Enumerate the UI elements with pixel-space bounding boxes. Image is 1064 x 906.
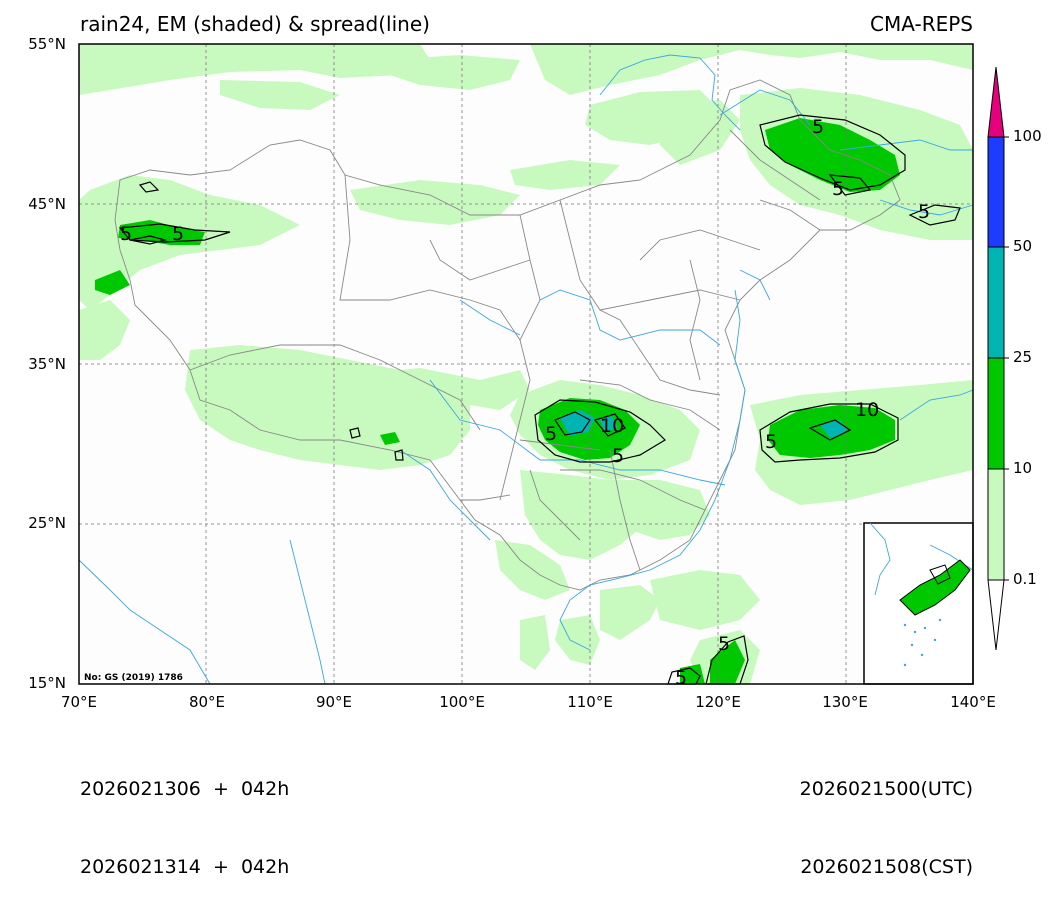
colorbar-segment-25-50 xyxy=(987,246,1005,359)
contour-label: 5 xyxy=(718,633,730,655)
contour-label: 5 xyxy=(765,431,777,453)
model-name: CMA-REPS xyxy=(870,12,973,36)
rivers-and-coastlines xyxy=(78,54,974,685)
colorbar-label-100: 100 xyxy=(1013,127,1042,145)
valid-time-block: 2026021500(UTC) 2026021508(CST) xyxy=(800,724,973,906)
colorbar-segment-0p1-10 xyxy=(987,468,1005,581)
lat-label-35: 35°N xyxy=(28,355,66,373)
lon-label-110: 110°E xyxy=(567,693,613,711)
province-borders xyxy=(114,79,901,591)
lon-label-130: 130°E xyxy=(822,693,868,711)
contour-label: 5 xyxy=(612,445,624,467)
south-china-sea-inset xyxy=(863,522,974,685)
lon-label-100: 100°E xyxy=(439,693,485,711)
init-time-cst: 2026021314 + 042h xyxy=(80,856,290,878)
map-title: rain24, EM (shaded) & spread(line) xyxy=(80,12,430,36)
colorbar-segment-50-100 xyxy=(987,136,1005,248)
valid-time-utc: 2026021500(UTC) xyxy=(799,778,973,800)
lat-label-55: 55°N xyxy=(28,35,66,53)
lat-label-25: 25°N xyxy=(28,514,66,532)
init-time-block: 2026021306 + 042h 2026021314 + 042h xyxy=(80,724,289,906)
colorbar-label-10: 10 xyxy=(1013,459,1033,477)
map-figure: 5 5 5 10 5 5 5 10 5 5 5 5 5 No: GS (2019… xyxy=(78,43,1009,689)
contour-label: 5 xyxy=(918,201,930,223)
lon-label-140: 140°E xyxy=(950,693,996,711)
lon-label-90: 90°E xyxy=(315,693,353,711)
contour-label: 5 xyxy=(675,667,687,689)
init-time-utc: 2026021306 + 042h xyxy=(80,778,290,800)
lon-label-120: 120°E xyxy=(695,693,741,711)
contour-label: 5 xyxy=(832,178,844,200)
colorbar-label-25: 25 xyxy=(1013,348,1033,366)
colorbar-label-50: 50 xyxy=(1013,237,1033,255)
contour-label: 5 xyxy=(812,116,824,138)
lon-label-80: 80°E xyxy=(188,693,226,711)
colorbar-label-0p1: 0.1 xyxy=(1013,570,1037,588)
colorbar-segment-10-25 xyxy=(987,357,1005,470)
contour-label: 10 xyxy=(600,415,624,437)
contour-label: 5 xyxy=(120,223,132,245)
valid-time-cst: 2026021508(CST) xyxy=(800,856,973,878)
copyright-note: No: GS (2019) 1786 xyxy=(84,673,183,683)
precipitation-heavy-areas xyxy=(560,410,848,438)
contour-label: 10 xyxy=(855,399,879,421)
contour-label: 5 xyxy=(545,423,557,445)
contour-labels: 5 5 5 10 5 5 5 10 5 5 5 5 5 xyxy=(120,116,945,689)
contour-label: 5 xyxy=(172,223,184,245)
colorbar xyxy=(987,66,1009,651)
map-frame xyxy=(78,43,974,685)
colorbar-segment-below xyxy=(987,579,1005,651)
colorbar-segment-above xyxy=(987,66,1005,138)
lon-label-70: 70°E xyxy=(60,693,98,711)
lat-label-15: 15°N xyxy=(28,674,66,692)
lat-label-45: 45°N xyxy=(28,195,66,213)
